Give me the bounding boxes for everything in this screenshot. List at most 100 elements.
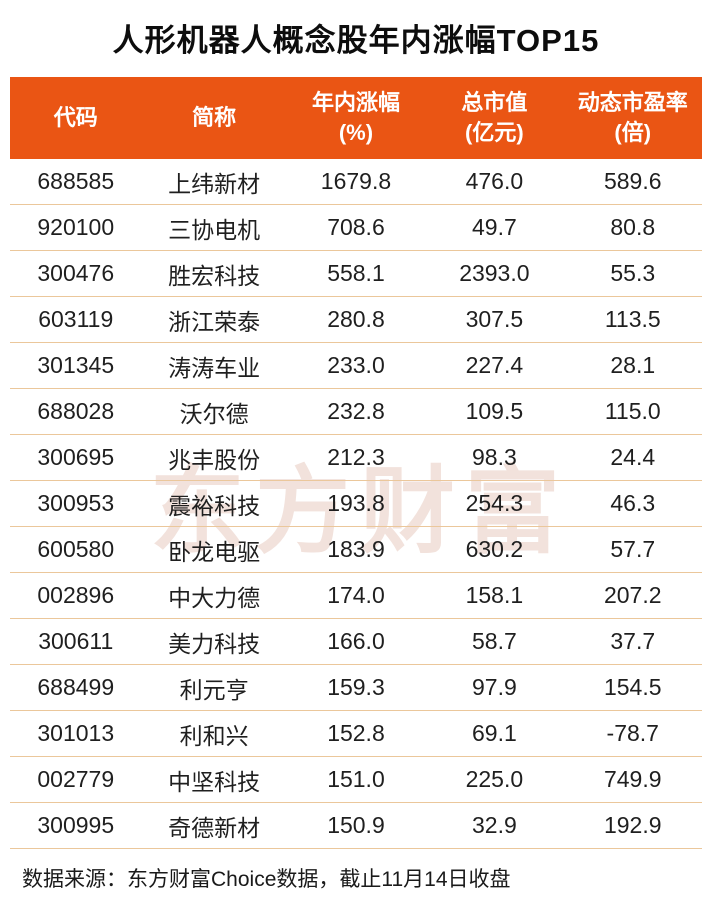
cell-market-cap: 630.2 <box>465 536 524 562</box>
cell-ytd-gain: 151.0 <box>327 766 385 792</box>
cell-name: 涛涛车业 <box>168 354 261 381</box>
cell-market-cap: 98.3 <box>471 444 517 470</box>
cell-pe-ratio: 24.4 <box>610 444 656 470</box>
cell-code: 301345 <box>37 352 115 378</box>
column-header-name: 简称 <box>141 103 286 133</box>
table-row: 300611 美力科技 166.0 58.7 37.7 <box>10 619 702 665</box>
column-header-label: 动态市盈率 <box>577 90 688 115</box>
cell-market-cap: 58.7 <box>471 628 517 654</box>
table-row: 300695 兆丰股份 212.3 98.3 24.4 <box>10 435 702 481</box>
table-row: 002896 中大力德 174.0 158.1 207.2 <box>10 573 702 619</box>
table-row: 301345 涛涛车业 233.0 227.4 28.1 <box>10 343 702 389</box>
table-row: 300995 奇德新材 150.9 32.9 192.9 <box>10 803 702 849</box>
cell-ytd-gain: 212.3 <box>327 444 385 470</box>
cell-name: 中大力德 <box>168 584 261 611</box>
cell-code: 600580 <box>37 536 115 562</box>
cell-name: 兆丰股份 <box>168 446 261 473</box>
cell-ytd-gain: 166.0 <box>327 628 385 654</box>
cell-pe-ratio: 55.3 <box>610 260 656 286</box>
table-row: 688028 沃尔德 232.8 109.5 115.0 <box>10 389 702 435</box>
table-body: 688585 上纬新材 1679.8 476.0 589.6 920100 三协… <box>10 159 702 849</box>
cell-code: 300476 <box>37 260 115 286</box>
cell-ytd-gain: 152.8 <box>327 720 385 746</box>
cell-pe-ratio: 749.9 <box>603 766 662 792</box>
cell-code: 301013 <box>37 720 115 746</box>
page-title: 人形机器人概念股年内涨幅TOP15 <box>112 23 600 58</box>
column-header-pe-ratio: 动态市盈率 (倍) <box>564 88 702 148</box>
cell-pe-ratio: 192.9 <box>603 812 662 838</box>
column-header-ytd-gain: 年内涨幅 (%) <box>287 88 425 148</box>
cell-code: 603119 <box>38 306 114 332</box>
column-header-label: 代码 <box>53 105 98 130</box>
cell-market-cap: 227.4 <box>465 352 524 378</box>
cell-name: 利元亨 <box>179 676 249 703</box>
cell-name: 卧龙电驱 <box>168 538 261 565</box>
cell-code: 300611 <box>38 628 114 654</box>
cell-ytd-gain: 174.0 <box>327 582 385 608</box>
cell-market-cap: 109.5 <box>465 398 524 424</box>
cell-ytd-gain: 233.0 <box>327 352 385 378</box>
cell-pe-ratio: 80.8 <box>610 214 656 240</box>
cell-ytd-gain: 708.6 <box>327 214 385 240</box>
cell-market-cap: 225.0 <box>465 766 524 792</box>
table-row: 300953 震裕科技 193.8 254.3 46.3 <box>10 481 702 527</box>
cell-code: 688585 <box>37 168 115 194</box>
cell-code: 002896 <box>37 582 115 608</box>
cell-pe-ratio: 589.6 <box>603 168 662 194</box>
cell-ytd-gain: 1679.8 <box>320 168 392 194</box>
cell-market-cap: 2393.0 <box>459 260 530 286</box>
cell-ytd-gain: 558.1 <box>327 260 385 286</box>
cell-name: 沃尔德 <box>179 400 249 427</box>
cell-pe-ratio: 113.5 <box>604 306 661 332</box>
cell-code: 688028 <box>37 398 115 424</box>
table-row: 688499 利元亨 159.3 97.9 154.5 <box>10 665 702 711</box>
cell-ytd-gain: 280.8 <box>327 306 385 332</box>
cell-name: 震裕科技 <box>168 492 261 519</box>
cell-market-cap: 158.1 <box>465 582 524 608</box>
table-row: 002779 中坚科技 151.0 225.0 749.9 <box>10 757 702 803</box>
cell-ytd-gain: 150.9 <box>327 812 385 838</box>
cell-pe-ratio: 154.5 <box>603 674 662 700</box>
cell-pe-ratio: 207.2 <box>603 582 662 608</box>
table-row: 688585 上纬新材 1679.8 476.0 589.6 <box>10 159 702 205</box>
cell-name: 浙江荣泰 <box>168 308 261 335</box>
table-header-row: 代码 简称 年内涨幅 (%) 总市值 (亿元) 动态市盈率 (倍) <box>10 77 702 159</box>
column-header-market-cap: 总市值 (亿元) <box>425 88 563 148</box>
cell-market-cap: 254.3 <box>465 490 524 516</box>
cell-code: 300695 <box>37 444 115 470</box>
cell-pe-ratio: 37.7 <box>610 628 656 654</box>
cell-pe-ratio: 46.3 <box>610 490 656 516</box>
cell-name: 奇德新材 <box>168 814 261 841</box>
data-source-note: 数据来源：东方财富Choice数据，截止11月14日收盘 <box>22 868 511 891</box>
cell-ytd-gain: 232.8 <box>327 398 385 424</box>
cell-pe-ratio: 115.0 <box>604 398 661 424</box>
cell-market-cap: 69.1 <box>471 720 517 746</box>
column-header-label: 总市值 <box>461 90 528 115</box>
cell-ytd-gain: 193.8 <box>327 490 385 516</box>
column-header-sub: (%) <box>338 120 374 145</box>
cell-market-cap: 97.9 <box>471 674 517 700</box>
cell-market-cap: 32.9 <box>471 812 517 838</box>
cell-name: 美力科技 <box>168 630 261 657</box>
column-header-code: 代码 <box>10 103 141 133</box>
table-row: 920100 三协电机 708.6 49.7 80.8 <box>10 205 702 251</box>
column-header-sub: (亿元) <box>465 120 524 145</box>
cell-ytd-gain: 183.9 <box>327 536 385 562</box>
cell-code: 920100 <box>37 214 115 240</box>
cell-name: 利和兴 <box>179 722 249 749</box>
cell-code: 300995 <box>37 812 115 838</box>
cell-name: 中坚科技 <box>168 768 261 795</box>
column-header-sub: (倍) <box>614 120 652 145</box>
cell-pe-ratio: 28.1 <box>610 352 656 378</box>
table-row: 301013 利和兴 152.8 69.1 -78.7 <box>10 711 702 757</box>
column-header-label: 简称 <box>192 105 237 130</box>
table-row: 603119 浙江荣泰 280.8 307.5 113.5 <box>10 297 702 343</box>
cell-code: 688499 <box>37 674 115 700</box>
cell-market-cap: 476.0 <box>465 168 524 194</box>
cell-pe-ratio: 57.7 <box>610 536 656 562</box>
watermark-text: 东方财富 <box>150 459 571 565</box>
cell-code: 300953 <box>37 490 115 516</box>
cell-ytd-gain: 159.3 <box>327 674 385 700</box>
column-header-label: 年内涨幅 <box>311 90 400 115</box>
cell-name: 上纬新材 <box>168 170 261 197</box>
